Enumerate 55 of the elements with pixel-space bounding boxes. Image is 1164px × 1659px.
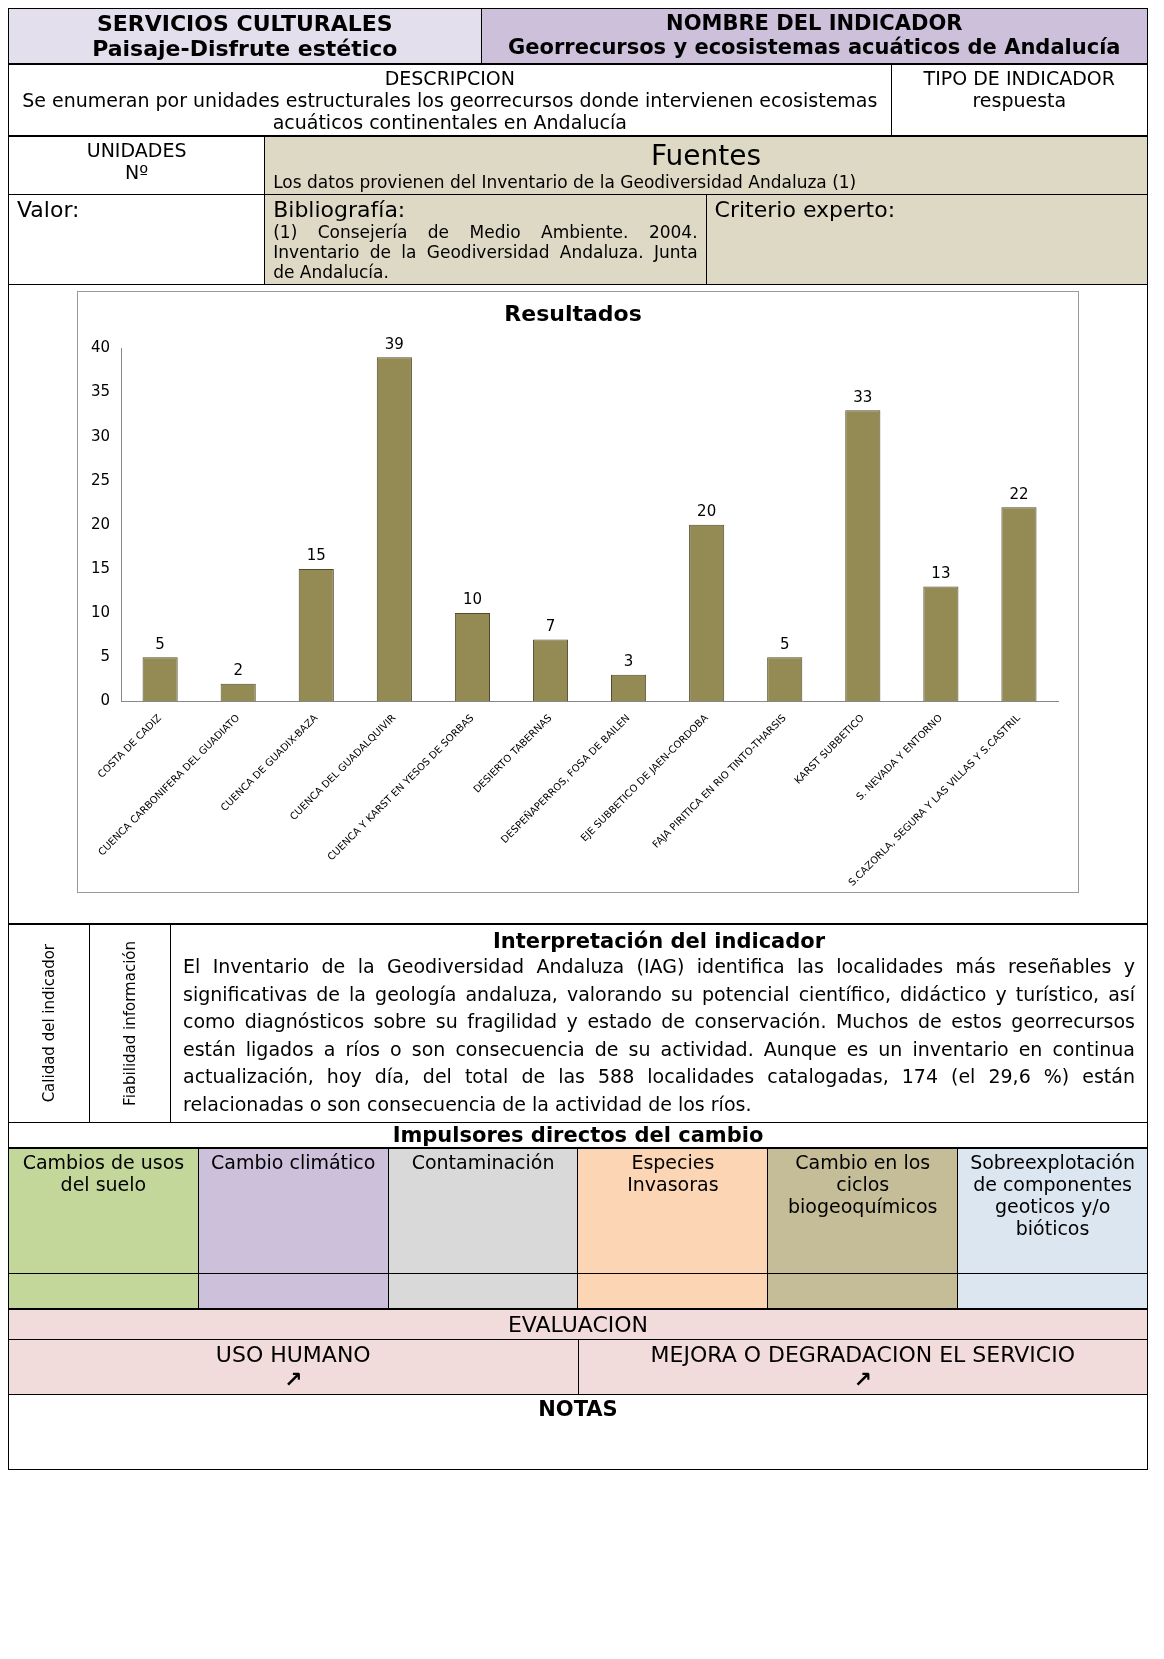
y-tick-label: 10 <box>90 602 111 621</box>
data-label: 39 <box>384 334 404 353</box>
text: ↗ <box>853 1367 872 1393</box>
text: Cambio en los ciclos biogeoquímicos <box>787 1151 938 1218</box>
data-label: 22 <box>1009 484 1029 503</box>
text: Impulsores directos del cambio <box>392 1123 764 1148</box>
text: Bibliografía: <box>273 197 406 222</box>
y-tick-label: 0 <box>100 691 111 710</box>
text: (1) Consejería de Medio Ambiente. 2004. Inventario de la Geodiversidad Andaluza. Junta de Andalucía. <box>273 222 698 282</box>
text: UNIDADES <box>86 139 187 161</box>
y-tick-label: 15 <box>90 558 111 577</box>
text: Criterio experto: <box>714 197 896 222</box>
y-tick-label: 35 <box>90 382 111 401</box>
text: Paisaje-Disfrute estético <box>92 36 398 61</box>
text: EVALUACION <box>507 1312 649 1338</box>
text: MEJORA O DEGRADACION EL SERVICIO <box>650 1342 1075 1368</box>
data-label: 20 <box>697 502 717 521</box>
text: Fuentes <box>651 139 762 172</box>
text: Contaminación <box>411 1151 555 1174</box>
text: Georrecursos y ecosistemas acuáticos de Andalucía <box>508 35 1121 59</box>
data-label: 5 <box>779 634 790 653</box>
y-tick-label: 40 <box>90 338 111 357</box>
text: Interpretación del indicador <box>492 929 826 953</box>
text: respuesta <box>972 89 1067 111</box>
text: El Inventario de la Geodiversidad Andaluza (IAG) identifica las localidades más reseñables y significativas de la geología andaluza, valorando su potencial científico, didáctico y turístico, así como diagnósticos sobre su fragilidad y estado de conservación. Muchos de estos georrecursos están ligados a ríos o son consecuencia de su actividad. Aunque es un inventario en continua actualización, hoy día, del total de las 588 localidades catalogadas, 174 (el 29,6 %) están relacionadas o son consecuencia de la actividad de los ríos. <box>183 955 1135 1115</box>
text: Nº <box>125 161 149 183</box>
y-tick-label: 5 <box>100 647 111 666</box>
text: Cambio climático <box>211 1151 376 1174</box>
text: Se enumeran por unidades estructurales los georrecursos donde intervienen ecosistemas acuáticos continentales en Andalucía <box>22 89 878 133</box>
y-tick-label: 25 <box>90 470 111 489</box>
data-label: 15 <box>306 546 326 565</box>
chart-title: Resultados <box>504 300 642 326</box>
data-label: 13 <box>931 564 951 583</box>
y-tick-label: 30 <box>90 426 111 445</box>
text: NOTAS <box>538 1397 618 1422</box>
data-label: 10 <box>462 590 482 609</box>
text: USO HUMANO <box>215 1342 371 1368</box>
text: TIPO DE INDICADOR <box>923 67 1116 89</box>
text: NOMBRE DEL INDICADOR <box>666 11 963 35</box>
text: ↗ <box>284 1367 303 1393</box>
text: SERVICIOS CULTURALES <box>96 11 393 36</box>
y-tick-label: 20 <box>90 514 111 533</box>
text: Especies Invasoras <box>627 1151 719 1196</box>
text: Calidad del indicador <box>40 944 58 1103</box>
data-label: 33 <box>853 387 873 406</box>
data-label: 7 <box>545 616 556 635</box>
text: Valor: <box>17 197 80 222</box>
text: Cambios de usos del suelo <box>22 1151 185 1196</box>
data-label: 3 <box>623 652 634 671</box>
text: Fiabilidad información <box>121 941 139 1107</box>
text: DESCRIPCION <box>384 67 515 89</box>
data-label: 5 <box>155 634 165 653</box>
data-label: 2 <box>233 661 243 680</box>
text: Los datos provienen del Inventario de la Geodiversidad Andaluza (1) <box>273 172 857 192</box>
text: Sobreexplotación de componentes geoticos y/o bióticos <box>970 1151 1136 1240</box>
